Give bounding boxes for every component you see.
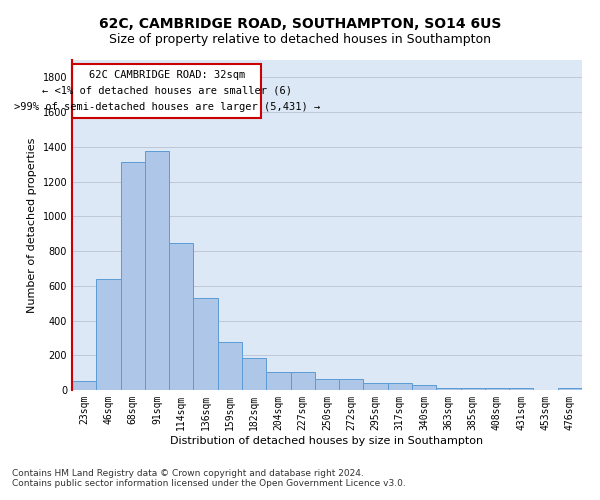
Bar <box>121 162 145 390</box>
Bar <box>96 279 121 390</box>
Y-axis label: Number of detached properties: Number of detached properties <box>27 138 37 312</box>
FancyBboxPatch shape <box>72 64 262 118</box>
Bar <box>266 372 290 390</box>
Bar <box>339 379 364 390</box>
Bar <box>218 342 242 390</box>
Bar <box>509 388 533 390</box>
Text: 62C, CAMBRIDGE ROAD, SOUTHAMPTON, SO14 6US: 62C, CAMBRIDGE ROAD, SOUTHAMPTON, SO14 6… <box>99 18 501 32</box>
Text: Contains public sector information licensed under the Open Government Licence v3: Contains public sector information licen… <box>12 479 406 488</box>
Bar <box>412 385 436 390</box>
Bar <box>242 358 266 390</box>
X-axis label: Distribution of detached houses by size in Southampton: Distribution of detached houses by size … <box>170 436 484 446</box>
Bar <box>193 298 218 390</box>
Bar <box>72 382 96 390</box>
Bar <box>145 151 169 390</box>
Bar <box>436 388 461 390</box>
Text: ← <1% of detached houses are smaller (6): ← <1% of detached houses are smaller (6) <box>42 86 292 96</box>
Text: 62C CAMBRIDGE ROAD: 32sqm: 62C CAMBRIDGE ROAD: 32sqm <box>89 70 245 80</box>
Text: >99% of semi-detached houses are larger (5,431) →: >99% of semi-detached houses are larger … <box>14 102 320 112</box>
Bar <box>558 388 582 390</box>
Bar <box>169 242 193 390</box>
Bar <box>388 384 412 390</box>
Text: Contains HM Land Registry data © Crown copyright and database right 2024.: Contains HM Land Registry data © Crown c… <box>12 469 364 478</box>
Text: Size of property relative to detached houses in Southampton: Size of property relative to detached ho… <box>109 32 491 46</box>
Bar <box>290 372 315 390</box>
Bar <box>315 379 339 390</box>
Bar <box>461 388 485 390</box>
Bar <box>364 384 388 390</box>
Bar <box>485 388 509 390</box>
